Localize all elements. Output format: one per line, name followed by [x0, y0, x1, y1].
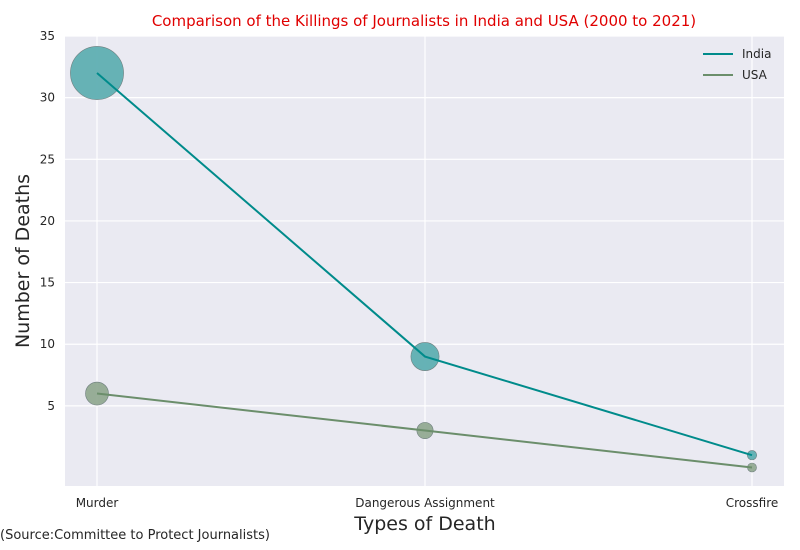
y-tick-label: 15	[40, 276, 55, 290]
tick-labels: 5 10 15 20 25 30 35 Murder Dangerous Assignment C…	[40, 29, 779, 510]
y-tick-label: 5	[47, 399, 55, 413]
x-tick-label: Murder	[76, 496, 119, 510]
y-tick-label: 25	[40, 152, 55, 166]
chart-title: Comparison of the Killings of Journalist…	[152, 12, 696, 30]
x-axis-title: Types of Death	[353, 513, 495, 535]
y-axis-title: Number of Deaths	[12, 174, 34, 348]
series-line	[96, 392, 753, 469]
y-tick-label: 10	[40, 337, 55, 351]
x-tick-label: Dangerous Assignment	[355, 496, 495, 510]
series-layer	[70, 46, 757, 473]
legend-label: India	[742, 47, 771, 61]
series-line	[96, 72, 753, 457]
y-tick-label: 30	[40, 91, 55, 105]
legend-label: USA	[742, 68, 768, 82]
legend: India USA	[703, 47, 771, 82]
y-tick-label: 35	[40, 29, 55, 43]
series-usa	[85, 381, 757, 473]
y-tick-label: 20	[40, 214, 55, 228]
x-tick-label: Crossfire	[726, 496, 779, 510]
series-india	[70, 46, 757, 461]
source-note: (Source:Committee to Protect Journalists…	[0, 528, 270, 543]
